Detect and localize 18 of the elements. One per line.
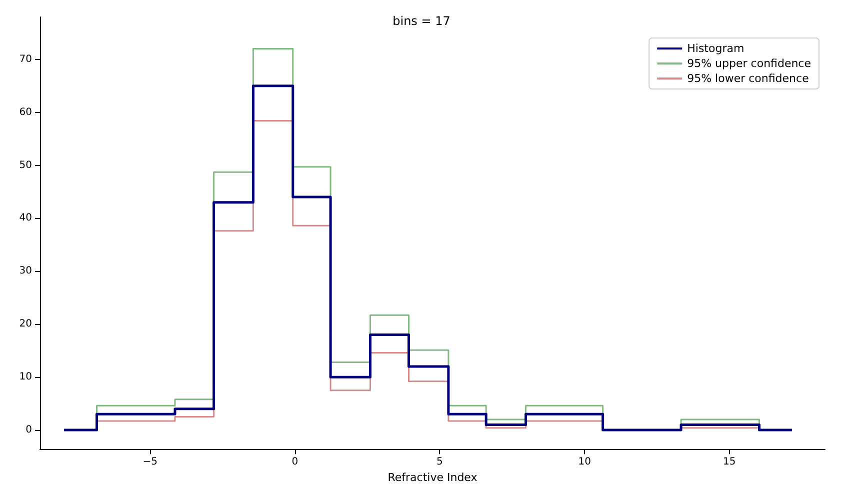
x-tick-label: −5 [142, 456, 158, 468]
x-tick-label: 5 [436, 456, 443, 468]
x-axis-title: Refractive Index [388, 471, 478, 484]
y-tick-label: 10 [19, 372, 32, 383]
legend-label: 95% lower confidence [687, 72, 810, 85]
y-tick-label: 70 [19, 54, 32, 65]
x-tick-label: 15 [723, 456, 736, 468]
y-tick-label: 0 [26, 424, 32, 436]
y-tick-label: 60 [19, 106, 32, 118]
x-tick-label: 0 [292, 456, 298, 468]
legend-label: 95% upper confidence [687, 57, 812, 70]
chart-title: bins = 17 [392, 14, 450, 28]
y-tick-label: 40 [19, 212, 32, 224]
y-tick-label: 30 [19, 266, 32, 277]
x-tick-label: 10 [578, 456, 591, 468]
y-tick-label: 20 [19, 318, 32, 330]
y-tick-label: 50 [19, 160, 32, 171]
legend-label: Histogram [687, 42, 744, 55]
